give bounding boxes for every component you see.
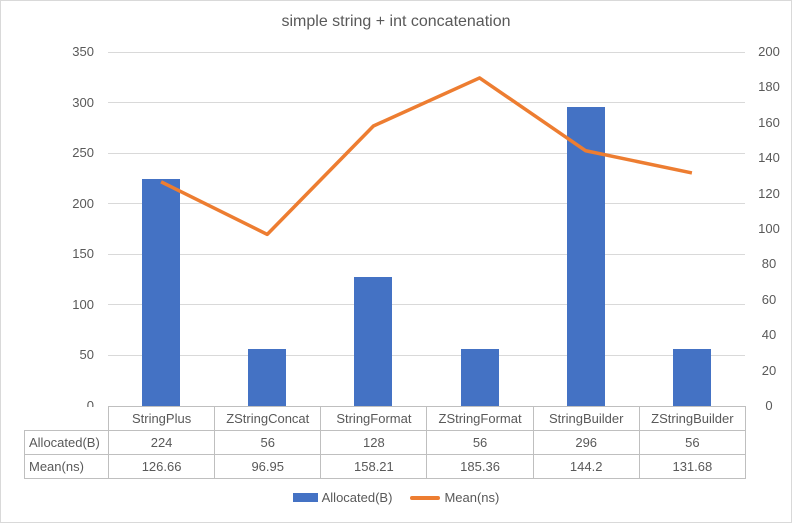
left-axis-tick-label: 350 xyxy=(72,44,94,59)
gridline xyxy=(108,152,745,154)
right-axis-tick-label: 200 xyxy=(758,44,780,59)
table-cell: 296 xyxy=(532,430,640,455)
right-axis-tick-label: 140 xyxy=(758,150,780,166)
column-header: StringFormat xyxy=(320,406,428,431)
table-cell: 144.2 xyxy=(532,454,640,479)
legend: Allocated(B) Mean(ns) xyxy=(1,490,791,505)
legend-item-allocated: Allocated(B) xyxy=(292,490,393,505)
right-axis-tick-label: 40 xyxy=(761,327,777,343)
bar-stringformat xyxy=(354,276,393,406)
gridline xyxy=(108,253,745,255)
table-cell: 56 xyxy=(214,430,322,455)
table-cell: 128 xyxy=(320,430,428,455)
bar-zstringconcat xyxy=(248,349,287,406)
bar-zstringbuilder xyxy=(672,349,711,406)
right-axis-tick-label: 100 xyxy=(758,221,780,236)
left-axis-tick-label: 50 xyxy=(79,347,94,363)
table-cell: 131.68 xyxy=(638,454,746,479)
bar-stringplus xyxy=(142,179,181,406)
right-axis-tick-label: 20 xyxy=(761,362,777,378)
right-axis-tick-label: 0 xyxy=(765,398,773,413)
column-header: ZStringConcat xyxy=(214,406,322,431)
data-table: StringPlus ZStringConcat StringFormat ZS… xyxy=(24,406,746,479)
legend-bar-swatch-icon xyxy=(292,493,318,502)
right-axis-tick-label: 60 xyxy=(761,291,777,307)
gridline xyxy=(108,354,745,356)
row-label-allocated: Allocated(B) xyxy=(24,430,109,455)
table-cell: 224 xyxy=(107,430,216,455)
row-label-mean: Mean(ns) xyxy=(24,454,109,479)
column-header: StringPlus xyxy=(107,406,216,431)
column-header: StringBuilder xyxy=(532,406,640,431)
chart-title: simple string + int concatenation xyxy=(281,13,511,30)
legend-label-mean: Mean(ns) xyxy=(444,490,500,505)
legend-line-swatch-icon xyxy=(410,495,441,500)
column-header: ZStringBuilder xyxy=(638,406,746,431)
legend-label-allocated: Allocated(B) xyxy=(321,490,393,505)
table-cell: 126.66 xyxy=(107,454,216,479)
gridline xyxy=(108,51,745,53)
column-header: ZStringFormat xyxy=(426,406,534,431)
gridline xyxy=(108,102,745,104)
left-axis-tick-label: 200 xyxy=(72,195,94,211)
right-axis-tick-label: 160 xyxy=(758,114,780,130)
table-row-mean: Mean(ns) 126.66 96.95 158.21 185.36 144.… xyxy=(24,454,746,479)
bar-zstringformat xyxy=(460,349,499,406)
right-axis-tick-label: 120 xyxy=(758,185,780,201)
left-axis-tick-label: 0 xyxy=(86,398,94,413)
table-row-allocated: Allocated(B) 224 56 128 56 296 56 xyxy=(24,430,746,455)
table-corner-stub xyxy=(24,406,109,431)
right-axis-tick-label: 80 xyxy=(761,256,777,272)
table-cell: 158.21 xyxy=(320,454,428,479)
gridline xyxy=(108,203,745,205)
table-header-row: StringPlus ZStringConcat StringFormat ZS… xyxy=(24,406,746,431)
table-cell: 96.95 xyxy=(214,454,322,479)
right-axis-tick-label: 180 xyxy=(758,79,780,95)
table-cell: 56 xyxy=(426,430,534,455)
left-axis-tick-label: 150 xyxy=(72,246,94,262)
left-axis-tick-label: 250 xyxy=(72,145,94,161)
gridline xyxy=(108,304,745,306)
table-cell: 185.36 xyxy=(426,454,534,479)
left-axis-tick-label: 300 xyxy=(72,94,94,110)
legend-item-mean: Mean(ns) xyxy=(410,490,499,505)
bar-stringbuilder xyxy=(566,106,605,406)
table-cell: 56 xyxy=(638,430,746,455)
left-axis-tick-label: 100 xyxy=(72,296,94,312)
